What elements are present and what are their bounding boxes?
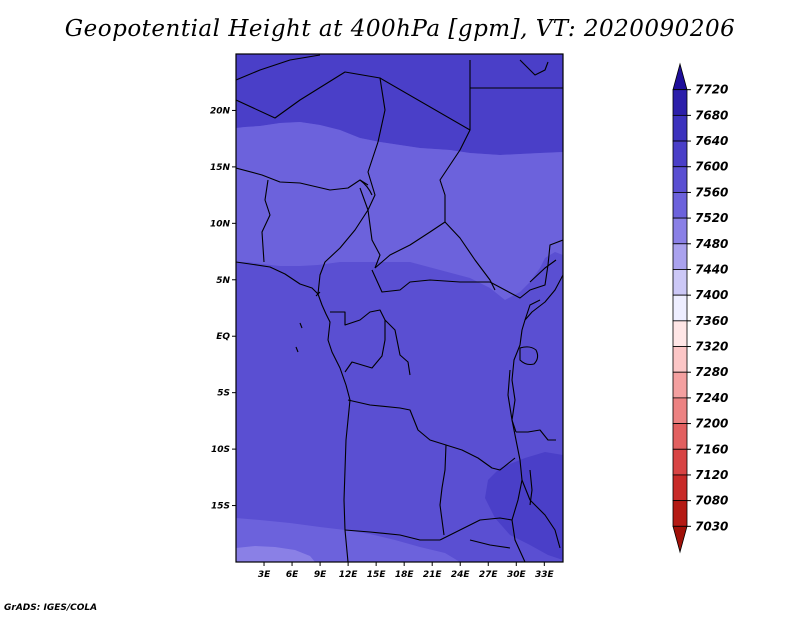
colorbar-label: 7200 [695, 417, 728, 431]
colorbar-label: 7520 [695, 211, 728, 225]
lon-tick-label: 15E [367, 570, 387, 580]
colorbar-label: 7240 [695, 391, 728, 405]
field-band-7440-7480 [236, 546, 315, 562]
border-nigeria-cameroon [317, 187, 369, 295]
colorbar-label: 7120 [695, 468, 728, 482]
lake-victoria [519, 346, 539, 366]
border-drc-congo [384, 319, 411, 376]
lon-tick-label: 33E [535, 570, 555, 580]
colorbar-label: 7720 [695, 83, 728, 97]
lon-tick-label: 6E [286, 570, 299, 580]
longitude-axis: 3E 6E 9E 12E 15E 18E 21E 24E 27E 30E 33E [258, 562, 555, 580]
border-angola-namibia [344, 529, 440, 541]
height-field [236, 54, 563, 562]
colorbar-label: 7440 [695, 262, 728, 276]
lon-tick-label: 27E [479, 570, 499, 580]
border-zambia-zimbabwe [439, 517, 513, 541]
lon-tick-label: 21E [423, 570, 443, 580]
border-zimbabwe-botswana [469, 539, 511, 549]
colorbar: 7720 7680 7640 7600 7560 7520 7480 7440 7400 7360… [672, 62, 728, 554]
border-angola-zambia [439, 444, 447, 536]
border-tanzania [516, 429, 556, 441]
colorbar-label: 7560 [695, 185, 728, 199]
colorbar-swatch [672, 217, 688, 245]
colorbar-swatch [672, 371, 688, 399]
colorbar-label: 7320 [695, 340, 728, 354]
map-title: Geopotential Height at 400hPa [gpm], VT:… [64, 16, 736, 42]
lat-tick-label: 15N [210, 163, 231, 173]
footer-credit: GrADS: IGES/COLA [4, 603, 98, 613]
lon-tick-label: 12E [339, 570, 359, 580]
latitude-axis: 20N 15N 10N 5N EQ 5S 10S 15S [210, 106, 236, 512]
colorbar-swatch [672, 397, 688, 424]
lat-tick-label: 5N [216, 276, 230, 286]
colorbar-label: 7480 [695, 237, 728, 251]
lon-tick-label: 9E [314, 570, 327, 580]
lon-tick-label: 18E [395, 570, 415, 580]
colorbar-swatch [672, 474, 688, 502]
coastline-east [511, 274, 563, 562]
border-mozambique [521, 479, 561, 549]
colorbar-label: 7600 [695, 160, 728, 174]
colorbar-swatch [672, 525, 688, 554]
colorbar-swatch [672, 89, 688, 116]
colorbar-swatch [672, 423, 688, 450]
border-car-drc [371, 269, 490, 293]
border-benin-nigeria [261, 179, 271, 263]
coast-gulf-guinea-islands [295, 291, 321, 353]
lon-tick-label: 3E [258, 570, 271, 580]
colorbar-swatch [672, 166, 688, 193]
lake-chad [359, 179, 373, 196]
colorbar-swatch [672, 346, 688, 373]
border-niger-chad [236, 54, 321, 81]
lat-tick-label: EQ [216, 332, 230, 342]
colorbar-swatch [672, 294, 688, 322]
coast-red-sea [519, 59, 549, 76]
border-algeria-niger [236, 71, 386, 143]
border-nigeria-niger [236, 167, 369, 191]
colorbar-swatch [672, 320, 688, 347]
field-band-7600-7640-southeast [485, 452, 563, 560]
colorbar-label: 7360 [695, 314, 728, 328]
coastline-west [236, 261, 351, 562]
colorbar-swatch [672, 62, 688, 91]
lake-tanganyika [507, 369, 517, 433]
colorbar-label: 7160 [695, 442, 728, 456]
field-band-7600-7640 [236, 54, 563, 155]
lon-tick-label: 24E [451, 570, 471, 580]
colorbar-swatch [672, 243, 688, 270]
field-band-7520-7560 [236, 122, 563, 300]
colorbar-swatch [672, 448, 688, 476]
coastlines-and-borders [236, 54, 563, 562]
colorbar-swatch [672, 114, 688, 142]
colorbar-label: 7030 [695, 519, 728, 533]
colorbar-swatch [672, 500, 688, 527]
lat-tick-label: 10S [211, 445, 230, 455]
colorbar-swatch [672, 192, 688, 219]
lon-tick-label: 30E [507, 570, 527, 580]
plot-frame [235, 53, 564, 563]
lat-tick-label: 10N [210, 219, 231, 229]
colorbar-swatch [672, 140, 688, 168]
lat-tick-label: 20N [210, 106, 231, 116]
border-sudan-south-sudan [439, 129, 471, 222]
border-ethiopia [529, 259, 557, 283]
lat-tick-label: 15S [211, 502, 230, 512]
border-south-sudan-ethiopia [489, 239, 563, 299]
colorbar-label: 7680 [695, 108, 728, 122]
colorbar-label: 7400 [695, 288, 728, 302]
border-kenya-uganda [524, 299, 541, 321]
colorbar-swatch [672, 269, 688, 296]
colorbar-label: 7080 [695, 494, 728, 508]
colorbar-label: 7280 [695, 365, 728, 379]
lat-tick-label: 5S [217, 389, 230, 399]
border-congo-gabon [330, 309, 386, 373]
colorbar-label: 7640 [695, 134, 728, 148]
